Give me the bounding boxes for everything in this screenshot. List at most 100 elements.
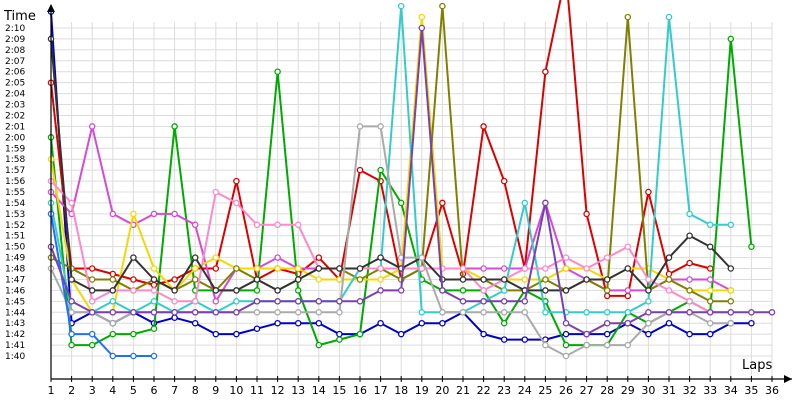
data-point [109,298,117,305]
data-point [480,287,487,294]
y-tick-label: 2:02 [5,111,25,121]
y-tick-label: 2:09 [5,35,25,45]
x-tick-label: 25 [538,384,552,397]
y-tick-label: 2:01 [5,122,25,132]
data-point [603,292,611,300]
x-tick-label: 21 [456,384,470,397]
x-tick-label: 22 [477,384,491,397]
data-point [665,13,673,21]
data-point [377,123,384,130]
data-point [665,287,673,294]
series-line-11 [50,27,772,336]
x-tick-label: 35 [744,384,758,397]
data-point [397,2,405,10]
x-tick-label: 12 [271,384,285,397]
data-point [624,309,632,316]
data-point [521,265,529,272]
data-point [150,265,158,272]
data-point [583,276,590,283]
data-point [500,177,508,185]
series-layer [47,0,776,360]
data-point [439,319,446,327]
data-point [624,265,632,272]
series-line-8 [50,38,732,292]
data-point [500,287,508,294]
data-point [500,319,508,327]
data-point [562,287,570,294]
data-point [603,287,611,294]
data-point [439,287,446,294]
data-point [212,298,220,305]
data-point [109,270,117,278]
data-point [191,276,199,283]
y-tick-label: 2:10 [5,24,25,34]
data-point [88,341,96,349]
x-tick-label: 34 [724,384,738,397]
x-tick-label: 32 [683,384,697,397]
y-tick-label: 1:46 [5,286,25,296]
y-tick-label: 2:07 [5,57,25,67]
data-point [583,265,590,272]
data-point [706,243,714,250]
data-point [315,276,323,283]
y-axis-title: Time [3,9,36,24]
y-tick-label: 2:05 [5,79,25,89]
data-point [109,309,117,316]
data-point [356,276,364,283]
data-point [562,330,570,338]
x-tick-label: 17 [374,384,388,397]
data-point [336,330,343,338]
y-tick-label: 2:06 [5,68,25,78]
data-point [130,330,137,338]
y-tick-label: 1:54 [5,199,25,209]
data-point [212,287,220,294]
data-point [191,265,199,272]
data-point [274,309,281,316]
y-tick-label: 1:51 [5,232,25,242]
data-point [150,281,158,289]
data-point [150,287,158,294]
data-point [727,35,735,43]
data-point [706,298,714,305]
data-point [171,298,178,305]
y-tick-label: 1:59 [5,144,25,154]
data-point [294,298,302,305]
y-tick-label: 1:47 [5,275,25,285]
data-point [233,330,240,338]
y-tick-label: 2:00 [5,133,25,143]
data-point [88,123,96,130]
data-point [171,309,178,316]
data-point [315,265,323,272]
x-tick-label: 9 [212,384,219,397]
y-tick-label: 1:56 [5,177,25,187]
x-tick-label: 2 [68,384,75,397]
data-point [748,319,755,327]
data-point [377,319,384,327]
data-point [459,287,467,294]
data-point [500,276,508,283]
data-point [68,341,75,349]
data-point [418,13,426,21]
data-point [583,341,590,349]
data-point [315,319,323,327]
data-point [665,270,673,278]
data-point [336,265,343,272]
data-point [459,298,467,305]
data-point [706,319,714,327]
data-point [521,309,529,316]
data-point [665,309,673,316]
data-point [665,319,673,327]
x-tick-label: 23 [497,384,511,397]
data-point [521,199,529,207]
x-tick-label: 30 [641,384,655,397]
data-point [233,298,240,305]
data-point [253,325,261,332]
data-point [191,221,199,229]
data-point [500,336,508,343]
data-point [521,336,529,343]
data-point [542,199,549,207]
data-point [480,265,487,272]
data-point [233,287,240,294]
x-tick-label: 31 [662,384,676,397]
